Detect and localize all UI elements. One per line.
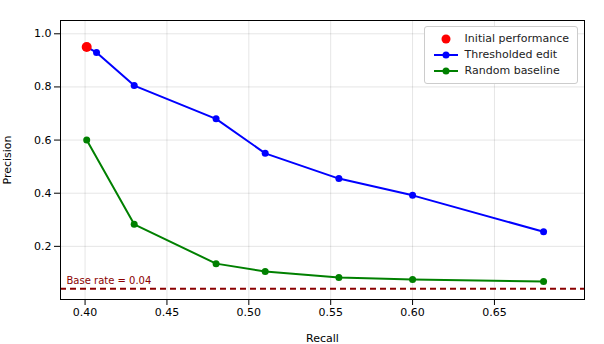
svg-text:0.8: 0.8 (34, 80, 52, 93)
html-text:Thresholded edit: Thresholded edit (464, 48, 558, 61)
svg-text:1.0: 1.0 (34, 27, 52, 40)
html-text:Initial performance: Initial performance (464, 32, 569, 45)
svg-text:0.55: 0.55 (318, 306, 343, 319)
svg-text:0.60: 0.60 (400, 306, 425, 319)
svg-text:Precision: Precision (1, 135, 14, 184)
svg-text:0.65: 0.65 (482, 306, 507, 319)
svg-text:0.40: 0.40 (73, 306, 98, 319)
svg-text:0.4: 0.4 (34, 187, 52, 200)
svg-text:Recall: Recall (306, 332, 339, 344)
svg-text:Base rate = 0.04: Base rate = 0.04 (67, 275, 152, 286)
svg-text:0.50: 0.50 (237, 306, 262, 319)
svg-text:0.45: 0.45 (155, 306, 180, 319)
svg-text:0.2: 0.2 (34, 240, 52, 253)
svg-text:0.6: 0.6 (34, 134, 52, 147)
html-text:Random baseline: Random baseline (464, 64, 560, 77)
